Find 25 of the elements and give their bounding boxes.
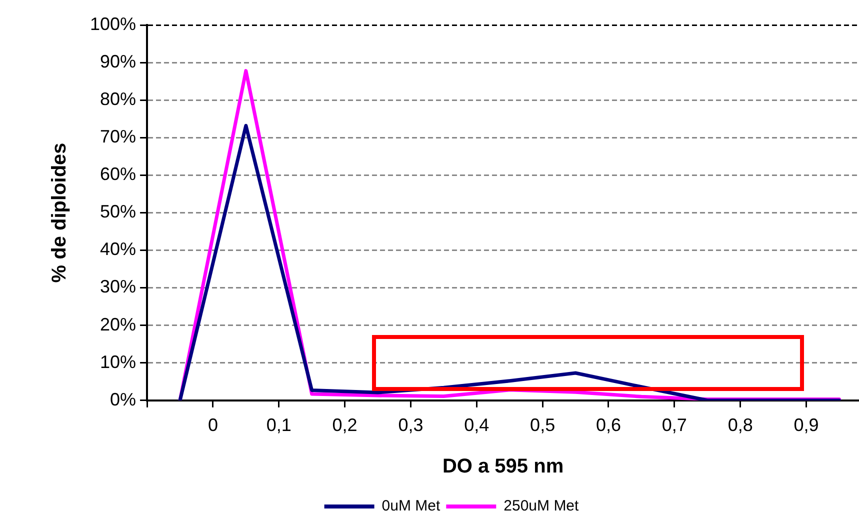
y-tick-label: 0% [110,389,136,410]
y-tick-label: 10% [100,352,136,372]
y-tick-label: 60% [100,164,136,184]
x-tick-label: 0,4 [464,415,490,436]
x-tick-label: 0 [208,415,218,436]
y-tick-label: 100% [90,14,136,34]
x-tick-label: 0,2 [332,415,358,436]
x-tick-label: 0,9 [794,415,819,436]
x-tick-label: 0,5 [530,415,556,436]
y-tick-label: 20% [100,314,136,334]
x-tick-label: 0,8 [728,415,753,436]
y-tick-label: 70% [100,126,136,147]
y-tick-label: 80% [100,89,136,110]
y-tick-label: 90% [100,52,136,72]
y-axis-title: % de diploides [48,142,71,283]
y-tick-label: 50% [100,202,136,222]
x-tick-label: 0,1 [266,415,292,436]
x-axis-title: DO a 595 nm [442,456,564,478]
legend-label: 0uM Met [382,498,441,515]
y-tick-label: 30% [100,276,136,297]
y-tick-label: 40% [100,239,136,260]
x-tick-label: 0,6 [596,415,622,436]
x-tick-label: 0,3 [398,415,424,436]
x-tick-label: 0,7 [662,415,687,436]
legend-label: 250uM Met [504,498,580,515]
